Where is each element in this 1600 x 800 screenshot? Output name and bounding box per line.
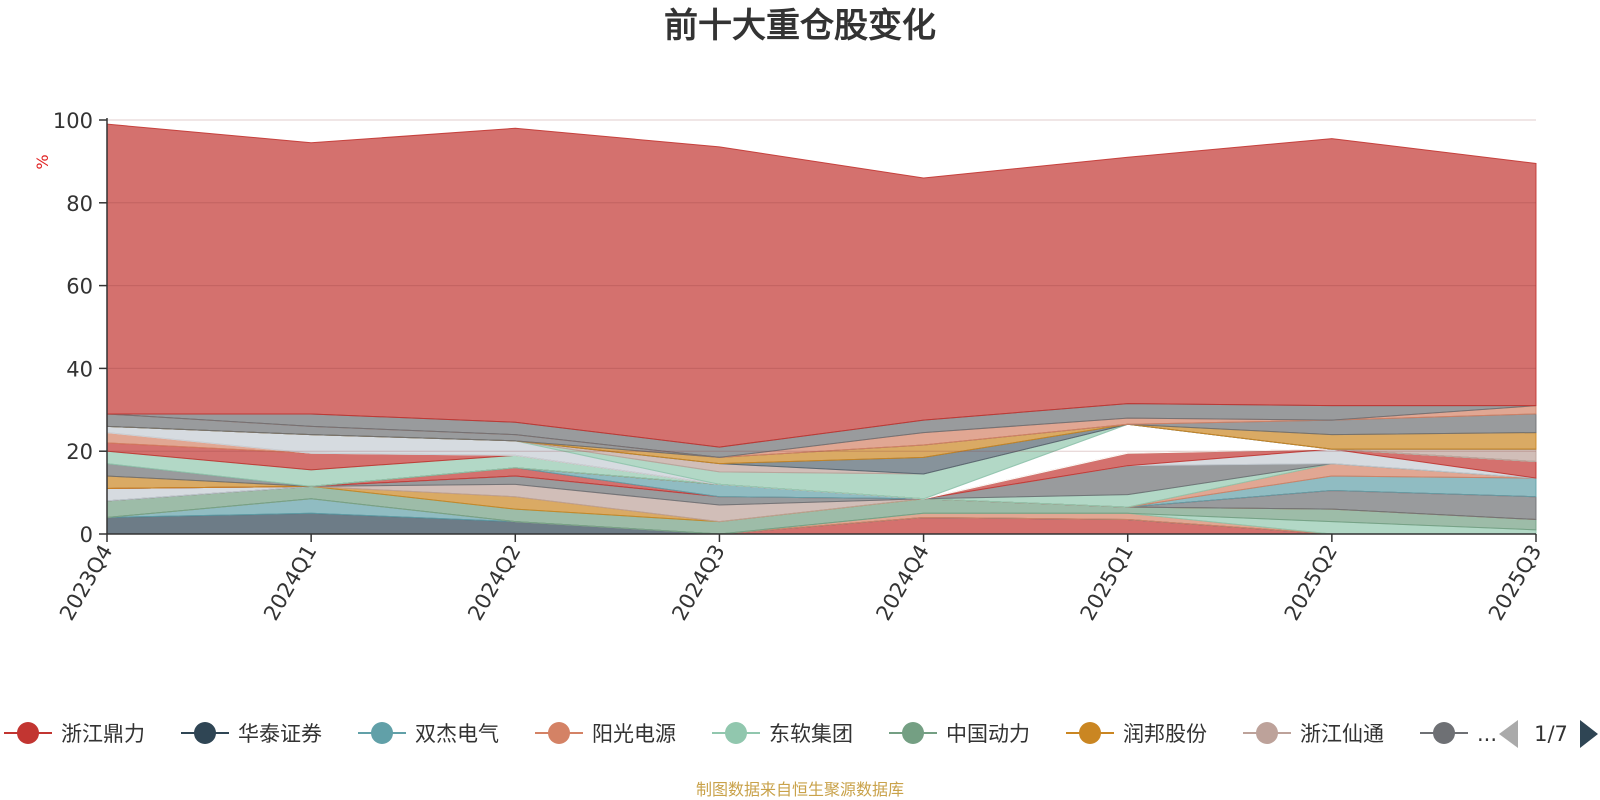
legend-circle-icon	[902, 722, 924, 744]
legend-page-indicator: 1/7	[1534, 722, 1568, 746]
x-tick-label: 2025Q1	[1076, 541, 1138, 625]
x-tick-label: 2025Q3	[1484, 541, 1546, 625]
legend-circle-icon	[194, 722, 216, 744]
y-tick-label: 20	[66, 440, 93, 464]
area-series	[106, 123, 1537, 535]
y-axis-label: %	[33, 154, 52, 169]
legend-next-arrow-icon[interactable]	[1580, 720, 1598, 748]
x-tick-label: 2024Q3	[667, 541, 729, 625]
legend-label: ...	[1477, 722, 1497, 746]
legend-item[interactable]: 浙江鼎力	[4, 722, 145, 746]
y-tick-label: 40	[66, 357, 93, 381]
legend-label: 阳光电源	[592, 722, 676, 746]
y-tick-label: 60	[66, 275, 93, 299]
legend: 浙江鼎力 华泰证券 双杰电气 阳光电源 东软集团 中国动力 润邦股份 浙江仙通...	[4, 722, 1497, 746]
x-tick-label: 2024Q1	[259, 541, 321, 625]
legend-label: 东软集团	[769, 722, 853, 746]
legend-item[interactable]: ...	[1420, 722, 1497, 746]
legend-circle-icon	[1079, 722, 1101, 744]
x-tick-label: 2024Q4	[871, 541, 933, 625]
legend-item[interactable]: 阳光电源	[535, 722, 676, 746]
overlay-grid-lines	[107, 119, 1536, 452]
legend-item[interactable]: 华泰证券	[181, 722, 322, 746]
chart-title: 前十大重仓股变化	[664, 6, 936, 46]
legend-label: 润邦股份	[1123, 722, 1207, 746]
y-tick-label: 0	[80, 523, 93, 547]
legend-item[interactable]: 润邦股份	[1066, 722, 1207, 746]
legend-label: 浙江鼎力	[61, 722, 145, 746]
legend-pager: 1/7	[1499, 720, 1598, 748]
legend-item[interactable]: 浙江仙通	[1243, 722, 1384, 746]
legend-item[interactable]: 中国动力	[889, 722, 1030, 746]
legend-circle-icon	[725, 722, 747, 744]
legend-circle-icon	[1256, 722, 1278, 744]
legend-label: 中国动力	[946, 722, 1030, 746]
x-tick-label: 2023Q4	[55, 541, 117, 625]
x-tick-label: 2025Q2	[1280, 541, 1342, 625]
legend-circle-icon	[371, 722, 393, 744]
legend-circle-icon	[1433, 722, 1455, 744]
y-tick-label: 100	[53, 109, 93, 133]
legend-item[interactable]: 东软集团	[712, 722, 853, 746]
legend-circle-icon	[17, 722, 39, 744]
legend-circle-icon	[548, 722, 570, 744]
legend-prev-arrow-icon[interactable]	[1499, 720, 1518, 748]
data-source-note: 制图数据来自恒生聚源数据库	[696, 780, 904, 799]
legend-label: 华泰证券	[238, 722, 322, 746]
legend-label: 双杰电气	[415, 722, 499, 746]
legend-item[interactable]: 双杰电气	[358, 722, 499, 746]
area-其他X[interactable]	[106, 123, 1537, 448]
x-tick-label: 2024Q2	[463, 541, 525, 625]
legend-label: 浙江仙通	[1300, 722, 1384, 746]
y-tick-label: 80	[66, 192, 93, 216]
